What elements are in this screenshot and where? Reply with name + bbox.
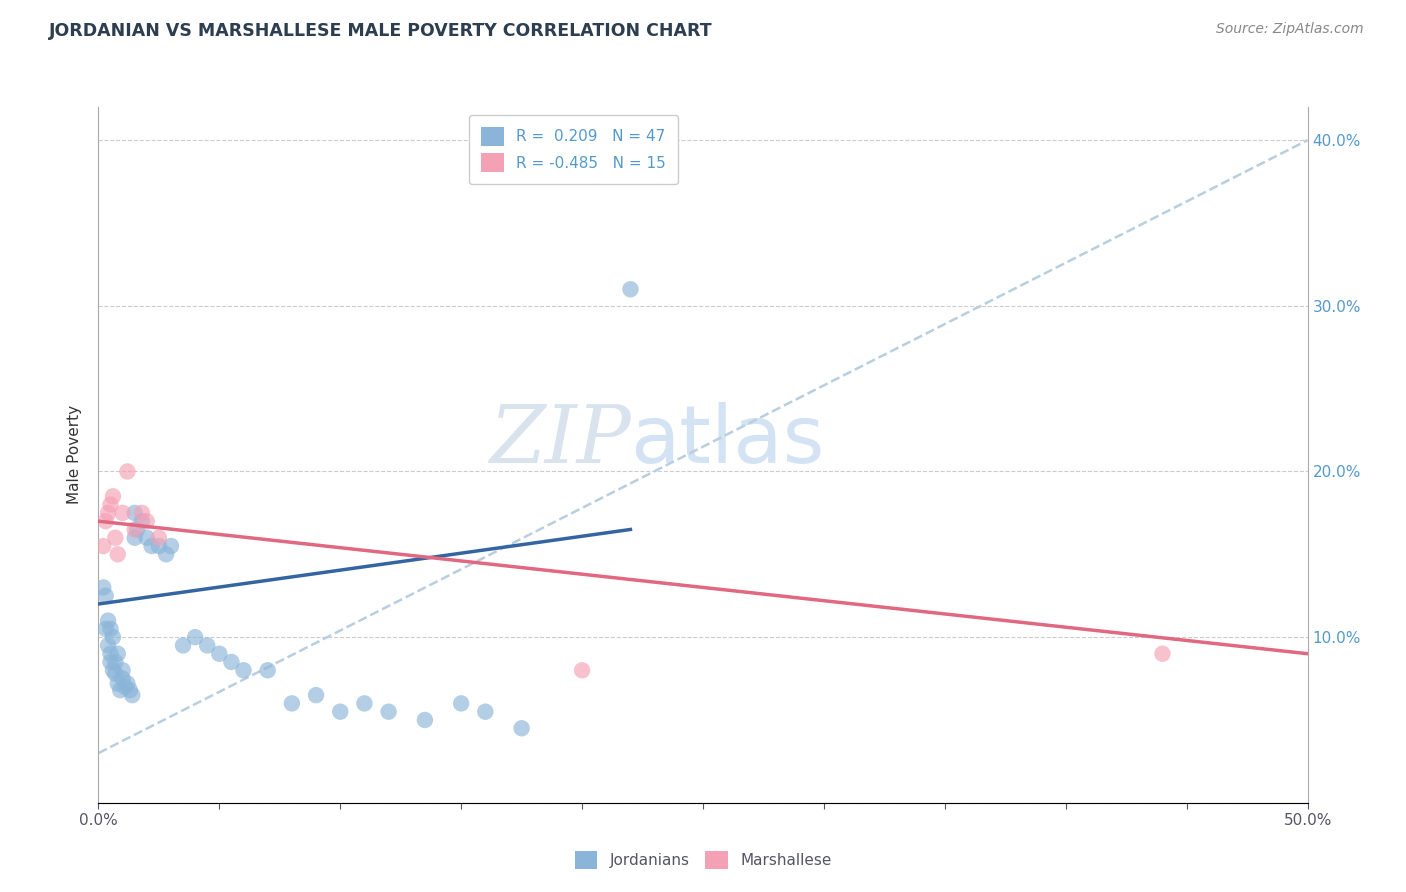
Point bbox=[97, 506, 120, 520]
Point bbox=[329, 705, 352, 719]
Point bbox=[111, 506, 134, 520]
Point bbox=[232, 663, 254, 677]
Legend: Jordanians, Marshallese: Jordanians, Marshallese bbox=[568, 845, 838, 875]
Point bbox=[107, 647, 129, 661]
Point bbox=[510, 721, 533, 735]
Point bbox=[305, 688, 328, 702]
Point bbox=[91, 539, 114, 553]
Text: ZIP: ZIP bbox=[489, 402, 630, 480]
Point bbox=[155, 547, 177, 561]
Point bbox=[377, 705, 399, 719]
Point bbox=[107, 676, 129, 690]
Point bbox=[111, 672, 134, 686]
Point bbox=[91, 581, 114, 595]
Point bbox=[104, 531, 127, 545]
Text: Source: ZipAtlas.com: Source: ZipAtlas.com bbox=[1216, 22, 1364, 37]
Point bbox=[127, 523, 149, 537]
Point bbox=[101, 663, 124, 677]
Point bbox=[172, 639, 194, 653]
Point bbox=[94, 622, 117, 636]
Point bbox=[184, 630, 207, 644]
Point bbox=[121, 688, 143, 702]
Y-axis label: Male Poverty: Male Poverty bbox=[67, 405, 83, 505]
Point bbox=[450, 697, 472, 711]
Point bbox=[118, 683, 141, 698]
Text: atlas: atlas bbox=[630, 402, 825, 480]
Text: JORDANIAN VS MARSHALLESE MALE POVERTY CORRELATION CHART: JORDANIAN VS MARSHALLESE MALE POVERTY CO… bbox=[49, 22, 713, 40]
Point bbox=[124, 523, 146, 537]
Point bbox=[124, 531, 146, 545]
Point bbox=[100, 655, 122, 669]
Point bbox=[135, 514, 157, 528]
Point bbox=[353, 697, 375, 711]
Point bbox=[148, 531, 170, 545]
Point bbox=[104, 655, 127, 669]
Point bbox=[117, 676, 139, 690]
Point bbox=[97, 639, 120, 653]
Point bbox=[101, 630, 124, 644]
Point bbox=[208, 647, 231, 661]
Point bbox=[124, 506, 146, 520]
Point bbox=[571, 663, 593, 677]
Point bbox=[619, 282, 641, 296]
Legend: R =  0.209   N = 47, R = -0.485   N = 15: R = 0.209 N = 47, R = -0.485 N = 15 bbox=[468, 115, 678, 184]
Point bbox=[97, 614, 120, 628]
Point bbox=[148, 539, 170, 553]
Point bbox=[195, 639, 218, 653]
Point bbox=[256, 663, 278, 677]
Point bbox=[100, 622, 122, 636]
Point bbox=[131, 514, 153, 528]
Point bbox=[413, 713, 436, 727]
Point bbox=[111, 663, 134, 677]
Point bbox=[474, 705, 496, 719]
Point bbox=[135, 531, 157, 545]
Point bbox=[107, 547, 129, 561]
Point bbox=[141, 539, 163, 553]
Point bbox=[104, 666, 127, 681]
Point bbox=[94, 589, 117, 603]
Point bbox=[100, 647, 122, 661]
Point bbox=[160, 539, 183, 553]
Point bbox=[114, 680, 136, 694]
Point bbox=[94, 514, 117, 528]
Point bbox=[131, 506, 153, 520]
Point bbox=[100, 498, 122, 512]
Point bbox=[221, 655, 243, 669]
Point bbox=[101, 489, 124, 503]
Point bbox=[117, 465, 139, 479]
Point bbox=[108, 683, 131, 698]
Point bbox=[1152, 647, 1174, 661]
Point bbox=[281, 697, 304, 711]
